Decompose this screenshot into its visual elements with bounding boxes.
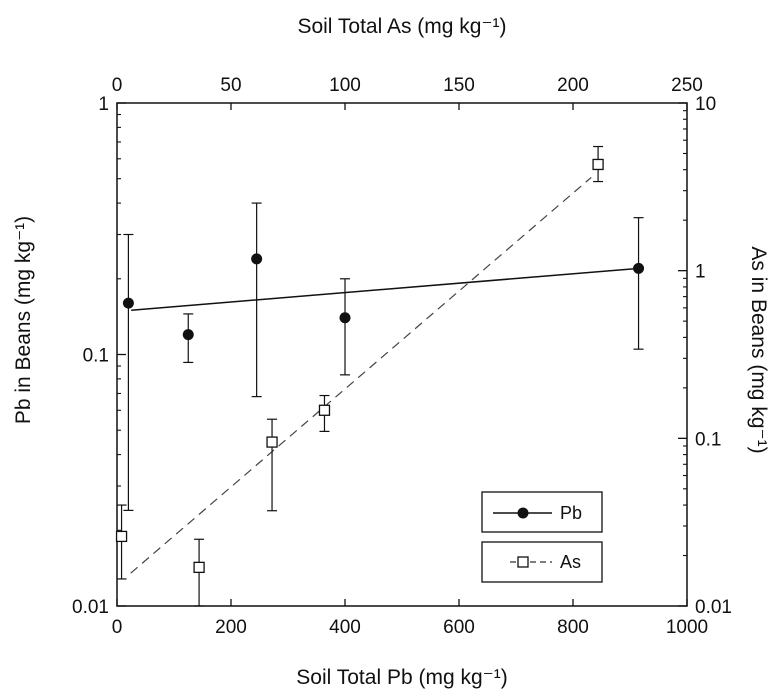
tick-label-bottom: 200 (215, 617, 247, 638)
x-axis-title-top: Soil Total As (mg kg⁻¹) (297, 15, 506, 38)
data-point-pb (182, 329, 194, 341)
legend-label-as: As (560, 552, 581, 572)
tick-label-top: 250 (671, 75, 703, 96)
data-point-as (193, 561, 205, 574)
tick-label-right: 0.01 (695, 597, 732, 618)
data-markers (115, 158, 645, 574)
tick-label-right: 1 (695, 262, 706, 283)
tick-label-bottom: 600 (443, 617, 475, 638)
tick-label-top: 150 (443, 75, 475, 96)
x-axis-title-bottom: Soil Total Pb (mg kg⁻¹) (296, 666, 507, 689)
tick-label-bottom: 400 (329, 617, 361, 638)
data-point-as (115, 530, 128, 543)
tick-label-top: 50 (220, 75, 241, 96)
legend: Pb As (481, 491, 603, 583)
fit-lines (130, 176, 639, 574)
legend-box-pb (481, 491, 603, 533)
legend-marker-as (517, 556, 529, 568)
tick-label-right: 0.1 (695, 429, 721, 450)
fit-line-as (130, 176, 592, 574)
tick-label-right: 10 (695, 94, 716, 115)
tick-label-left: 1 (98, 94, 109, 115)
y-axis-title-right: As in Beans (mg kg⁻¹) (747, 246, 770, 453)
tick-label-top: 200 (557, 75, 589, 96)
axis-ticks: 0 200 400 600 800 1000 0 50 100 150 200 250 0.01 0.1 1… (72, 75, 732, 638)
data-point-as (318, 404, 331, 416)
data-point-pb (122, 297, 134, 309)
data-point-pb (251, 253, 263, 265)
legend-label-pb: Pb (560, 503, 582, 523)
error-bars (116, 145, 644, 607)
tick-label-bottom: 0 (112, 617, 123, 638)
fit-line-pb (131, 267, 639, 311)
tick-label-left: 0.1 (83, 346, 109, 367)
legend-marker-pb (517, 507, 529, 519)
y-axis-title-left: Pb in Beans (mg kg⁻¹) (12, 216, 35, 424)
data-point-pb (633, 262, 645, 274)
tick-label-left: 0.01 (72, 597, 109, 618)
tick-label-top: 0 (112, 75, 123, 96)
data-point-as (592, 158, 604, 171)
tick-label-bottom: 800 (557, 617, 589, 638)
tick-label-top: 100 (329, 75, 361, 96)
data-point-pb (339, 312, 351, 324)
data-point-as (266, 436, 278, 448)
tick-label-bottom: 1000 (666, 617, 708, 638)
